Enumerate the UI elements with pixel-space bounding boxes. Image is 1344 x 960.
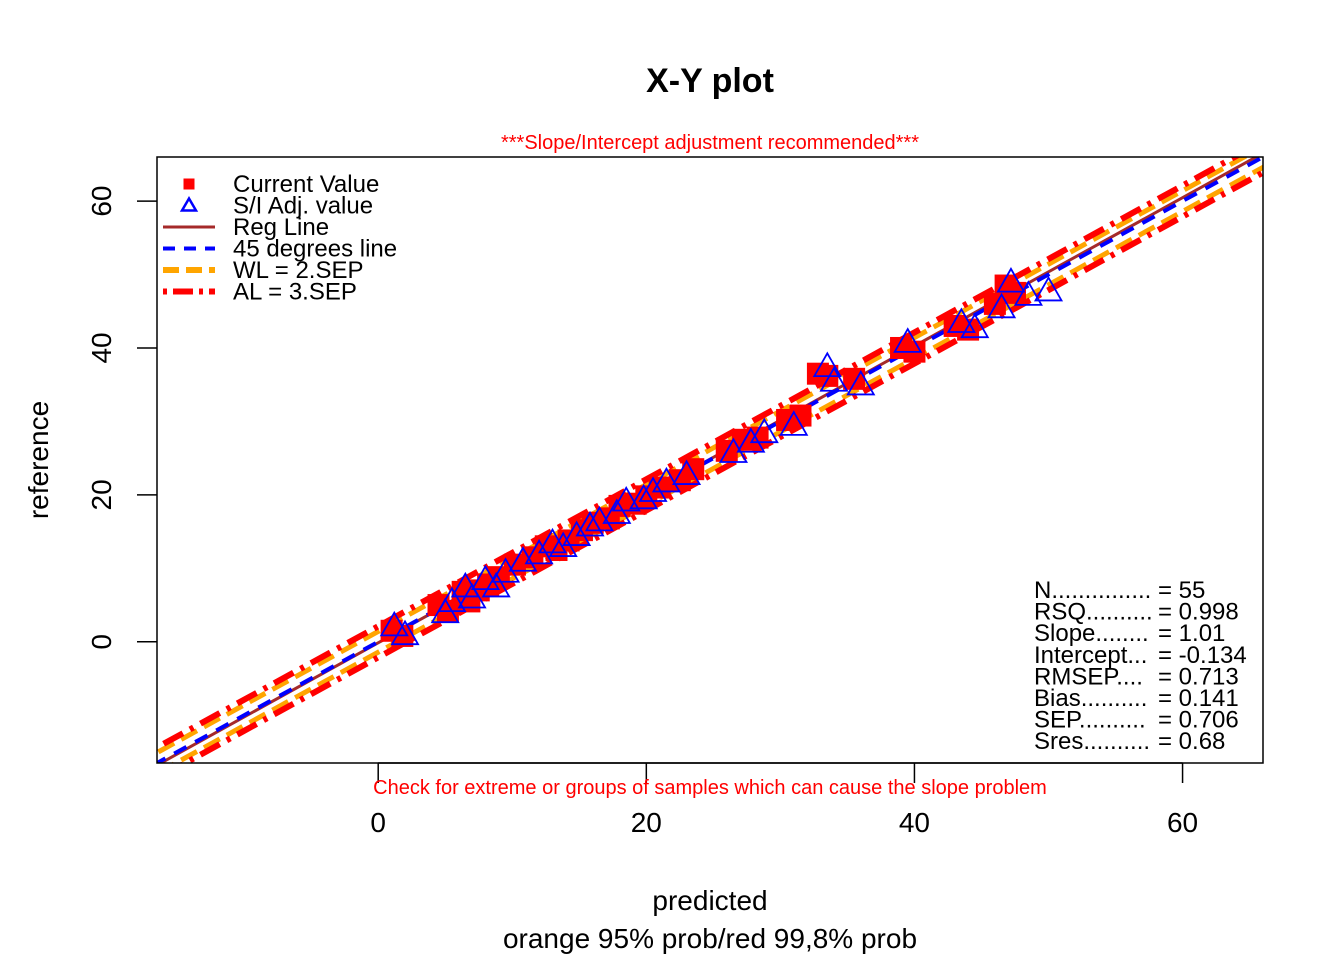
y-axis-label: reference [23, 401, 54, 519]
si-adj-value-point [457, 582, 487, 609]
si-adj-value-point [779, 410, 809, 436]
stat-value: = 0.998 [1158, 599, 1239, 626]
si-adj-value-point [379, 610, 409, 637]
x-axis: 0 20 40 60 [370, 762, 1198, 838]
stat-value: = -0.134 [1158, 642, 1247, 669]
stat-value: = 0.706 [1158, 707, 1239, 734]
current-value-point [1003, 281, 1026, 304]
si-adj-value-point [611, 485, 641, 512]
si-adj-value-point [602, 498, 632, 524]
legend-symbol-square [183, 178, 195, 190]
legend-label: 45 degrees line [233, 236, 397, 263]
stat-value: = 0.141 [1158, 685, 1239, 712]
legend-label: Reg Line [233, 214, 329, 241]
chart-title: X-Y plot [646, 62, 774, 100]
legend-label: AL = 3.SEP [233, 279, 357, 306]
stat-label: Bias.......... [1034, 685, 1147, 712]
chart-subtitle-top: ***Slope/Intercept adjustment recommende… [501, 132, 919, 154]
stat-label: Slope........ [1034, 620, 1149, 647]
si-adj-value-point [846, 369, 876, 396]
x-tick-label: 60 [1167, 807, 1198, 838]
x-tick-label: 0 [370, 807, 386, 838]
si-adj-value-point [651, 466, 681, 493]
y-tick-label: 20 [86, 479, 117, 510]
current-value-point [789, 404, 812, 427]
current-value-point [843, 367, 866, 390]
stat-value: = 0.713 [1158, 663, 1239, 690]
legend-label: S/I Adj. value [233, 193, 373, 220]
legend-label: WL = 2.SEP [233, 257, 364, 284]
plot-lines [157, 157, 1263, 763]
stat-label: RSQ.......... [1034, 599, 1153, 626]
chart-subtitle-bottom: Check for extreme or groups of samples w… [373, 777, 1047, 799]
stat-value: = 1.01 [1158, 620, 1225, 647]
stat-label: Sres.......... [1034, 728, 1150, 755]
plot-points [379, 267, 1064, 647]
stat-label: SEP.......... [1034, 707, 1146, 734]
x-axis-label-line2: orange 95% prob/red 99,8% prob [503, 923, 917, 954]
x-axis-label: predicted [652, 885, 767, 916]
si-adj-value-point [638, 476, 668, 502]
legend-triangle-marker [179, 196, 199, 212]
si-adj-value-point [1033, 275, 1064, 302]
si-adj-value-point [671, 459, 702, 485]
si-adj-value-point [819, 366, 849, 392]
si-adj-value-point [736, 427, 766, 453]
legend-label: Current Value [233, 171, 379, 198]
legend-symbol-triangle [179, 196, 199, 212]
si-adj-value-point [960, 312, 990, 339]
si-adj-value-point [470, 564, 500, 591]
stat-label: Intercept... [1034, 642, 1147, 669]
si-adj-value-point [629, 483, 659, 510]
x-tick-label: 20 [631, 807, 662, 838]
stat-value: = 0.68 [1158, 728, 1225, 755]
si-adj-value-point [749, 417, 779, 444]
si-adj-value-point [508, 546, 538, 572]
x-tick-label: 40 [899, 807, 930, 838]
si-adj-value-point [812, 351, 842, 377]
si-adj-value-point [893, 327, 923, 353]
wl-upper-line [157, 157, 1250, 756]
al-upper-line [157, 157, 1241, 751]
y-tick-label: 60 [86, 185, 117, 216]
stat-label: N............... [1034, 577, 1151, 604]
si-adj-value-point [481, 571, 511, 598]
line-45-degrees [157, 157, 1263, 763]
si-adj-value-point [946, 307, 976, 333]
si-adj-value-point [562, 520, 592, 546]
legend-square-marker [183, 178, 195, 190]
si-adj-value-point [718, 437, 749, 463]
y-tick-label: 0 [86, 634, 117, 650]
wl-lower-line [170, 164, 1263, 763]
stat-label: RMSEP.... [1034, 663, 1143, 690]
si-adj-value-point [390, 619, 420, 646]
stat-value: = 55 [1158, 577, 1205, 604]
al-lower-line [179, 169, 1263, 763]
si-adj-value-point [1013, 280, 1043, 306]
y-axis: 0 20 40 60 [86, 185, 157, 650]
si-adj-value-point [996, 267, 1026, 293]
si-adj-value-point [575, 510, 605, 537]
y-tick-label: 40 [86, 332, 117, 363]
si-adj-value-point [437, 586, 467, 613]
si-adj-value-point [987, 292, 1017, 319]
